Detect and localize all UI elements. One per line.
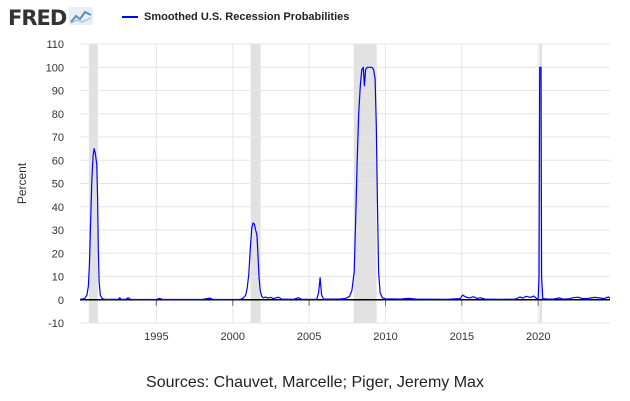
x-tick-label: 2020 <box>526 331 550 343</box>
x-tick-label: 2015 <box>450 331 474 343</box>
y-tick-label: 60 <box>52 155 64 167</box>
y-tick-label: 0 <box>58 295 64 307</box>
y-tick-label: 110 <box>46 39 64 51</box>
chart-area[interactable]: -10 0 10 20 30 40 50 60 70 80 90 100 110 1995 2000 2005… <box>0 30 630 350</box>
fred-logo[interactable]: FRED <box>8 6 94 30</box>
y-tick-label: 90 <box>52 86 64 98</box>
y-tick-label: 40 <box>52 202 64 214</box>
x-tick-label: 2010 <box>373 331 397 343</box>
x-tick-label: 2005 <box>297 331 321 343</box>
y-tick-label: 10 <box>52 272 64 284</box>
source-note: Sources: Chauvet, Marcelle; Piger, Jerem… <box>146 374 484 391</box>
y-tick-label: 100 <box>46 62 64 74</box>
chart-legend[interactable]: Smoothed U.S. Recession Probabilities <box>122 11 349 23</box>
chart-header: FRED Smoothed U.S. Recession Probabiliti… <box>8 6 622 32</box>
y-tick-label: 80 <box>52 109 64 121</box>
y-tick-label: -10 <box>48 318 64 330</box>
y-tick-label: 50 <box>52 179 64 191</box>
x-tick-label: 2000 <box>220 331 244 343</box>
legend-swatch <box>122 16 138 18</box>
series-line-0 <box>79 66 611 301</box>
y-tick-label: 70 <box>52 132 64 144</box>
logo-text: FRED <box>8 6 67 30</box>
x-tick-label: 1995 <box>144 331 168 343</box>
legend-label: Smoothed U.S. Recession Probabilities <box>144 11 350 23</box>
line-chart-icon <box>69 6 94 30</box>
y-tick-label: 30 <box>52 225 64 237</box>
y-tick-label: 20 <box>52 248 64 260</box>
y-axis-label: Percent <box>15 162 29 204</box>
